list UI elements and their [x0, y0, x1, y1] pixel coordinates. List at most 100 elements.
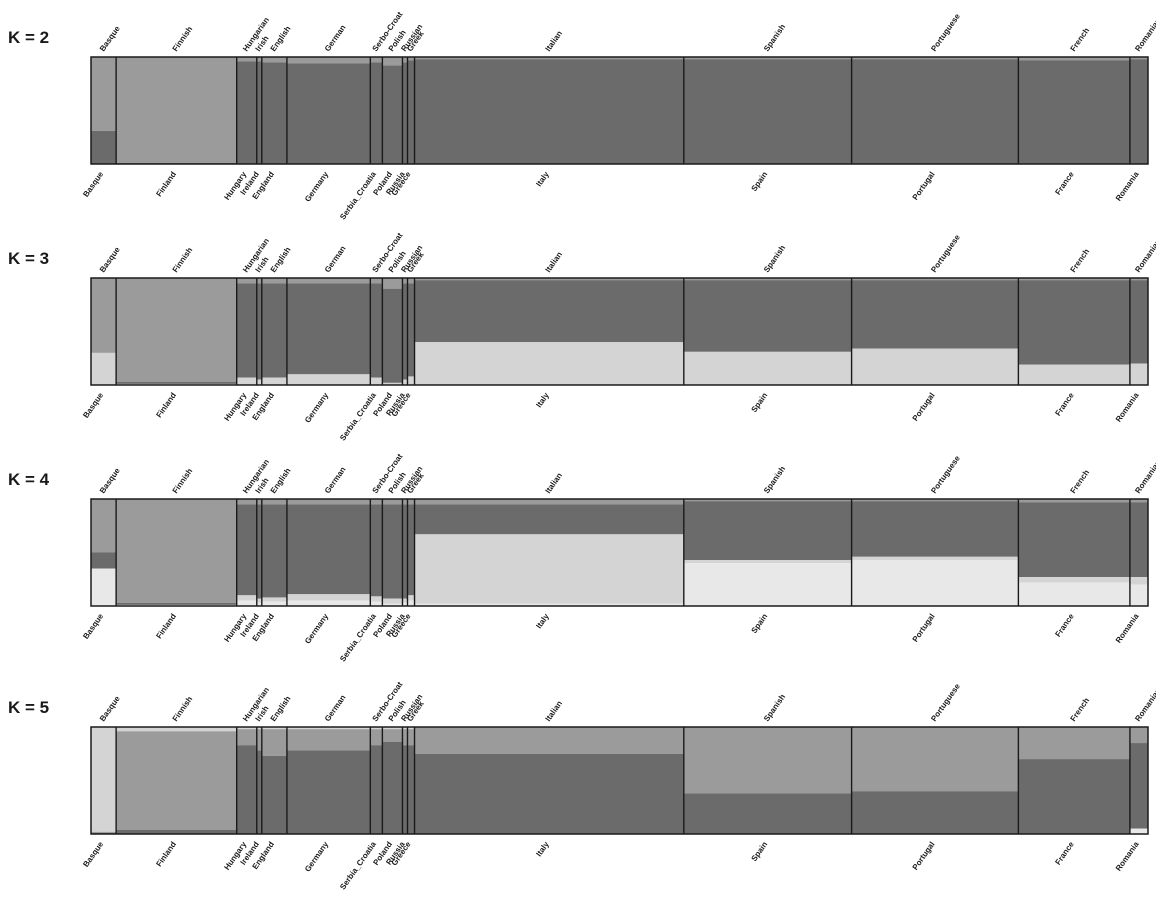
bar-segment	[683, 351, 852, 385]
bar-segment	[851, 280, 1019, 349]
bar-segment	[414, 280, 684, 343]
bar-segment	[414, 603, 684, 606]
k-label: K = 3	[8, 249, 49, 268]
bar-segment	[1129, 502, 1148, 578]
bar-segment	[382, 741, 403, 834]
bar-segment	[414, 342, 684, 385]
bar-segment	[286, 504, 371, 595]
population-label-top: German	[323, 693, 348, 723]
bar-segment	[414, 534, 684, 604]
population-label-top: Italian	[543, 29, 564, 53]
panel-k3: K = 3 BasqueBasqueFinnishFinlandHungarian…	[8, 231, 1156, 443]
bar-segment	[236, 61, 257, 164]
population-label-bottom: Portugal	[911, 170, 937, 202]
bar-segment	[286, 750, 371, 834]
population-label-top: German	[323, 244, 348, 274]
panel-frame	[90, 498, 1149, 607]
bar-segment	[236, 278, 257, 284]
bar-segment	[851, 559, 1019, 606]
population-label-bottom: Finland	[154, 170, 178, 199]
bar-segment	[236, 600, 257, 606]
bar-segment	[1018, 364, 1130, 385]
bar-segment	[851, 727, 1019, 792]
population-label-bottom: Finland	[154, 612, 178, 641]
population-label-bottom: Romania	[1114, 391, 1141, 424]
population-label-top: Portuguese	[929, 11, 962, 53]
bar-segment	[1129, 363, 1148, 385]
bar-segment	[1018, 278, 1130, 281]
bar-segment	[261, 62, 287, 164]
population-label-bottom: Basque	[81, 391, 105, 420]
bar-segment	[256, 729, 262, 751]
population-label-bottom: France	[1053, 612, 1076, 639]
bar-segment	[256, 278, 262, 284]
bar-segment	[414, 59, 684, 164]
bar-segment	[1018, 280, 1130, 365]
bar-segment	[286, 499, 371, 505]
population-label-top: French	[1068, 26, 1091, 53]
bar-segment	[370, 62, 383, 164]
bar-segment	[256, 57, 262, 62]
bar-segment	[91, 130, 117, 164]
bar-segment	[261, 727, 287, 730]
bar-segment	[236, 57, 257, 62]
population-label-bottom: Italy	[534, 391, 551, 410]
bar-segment	[286, 63, 371, 164]
bar-segment	[382, 278, 403, 289]
bar-segment	[236, 377, 257, 385]
bar-segment	[236, 283, 257, 378]
bar-segment	[851, 499, 1019, 502]
bar-segment	[382, 727, 403, 730]
bar-segment	[91, 278, 117, 353]
bar-segment	[370, 745, 383, 834]
bar-segment	[402, 727, 408, 730]
bar-segment	[261, 755, 287, 834]
bar-segment	[407, 595, 415, 601]
bar-segment	[382, 598, 403, 604]
bar-segment	[1018, 727, 1130, 760]
bar-segment	[414, 278, 684, 281]
bar-segment	[407, 278, 415, 284]
bar-segment	[91, 57, 117, 131]
population-label-bottom: Germany	[303, 170, 331, 204]
bar-segment	[1018, 577, 1130, 583]
bar-segment	[851, 791, 1019, 834]
bar-segment	[402, 379, 408, 385]
bar-segment	[683, 499, 852, 502]
bar-segment	[402, 62, 408, 164]
bar-segment	[261, 283, 287, 378]
bar-segment	[236, 727, 257, 730]
bar-segment	[286, 278, 371, 284]
bar-segment	[370, 377, 383, 385]
bar-segment	[382, 603, 403, 606]
bar-segment	[116, 57, 237, 163]
bar-segment	[1129, 57, 1148, 60]
population-label-bottom: Finland	[154, 391, 178, 420]
bar-segment	[256, 598, 262, 603]
bar-segment	[407, 745, 415, 834]
bar-segment	[256, 499, 262, 505]
bar-segment	[261, 729, 287, 756]
bar-segment	[1129, 727, 1148, 744]
population-label-top: English	[269, 24, 293, 53]
population-label-top: Romanian	[1133, 16, 1156, 53]
bar-segment	[382, 57, 403, 66]
bar-segment	[683, 793, 852, 834]
population-label-bottom: Spain	[749, 612, 769, 635]
bar-segment	[256, 283, 262, 380]
bar-segment	[1018, 60, 1130, 164]
bar-segment	[236, 499, 257, 505]
population-label-top: English	[269, 694, 293, 723]
bar-segment	[116, 602, 237, 605]
population-label-top: Finnish	[171, 695, 195, 724]
bar-segment	[116, 278, 237, 382]
population-label-bottom: Portugal	[911, 612, 937, 644]
bar-segment	[414, 504, 684, 535]
population-label-bottom: Spain	[749, 391, 769, 414]
bar-segment	[402, 57, 408, 63]
bar-segment	[402, 602, 408, 606]
bar-segment	[683, 278, 852, 281]
bar-segment	[683, 280, 852, 352]
bar-segment	[402, 598, 408, 603]
bar-segment	[683, 501, 852, 560]
